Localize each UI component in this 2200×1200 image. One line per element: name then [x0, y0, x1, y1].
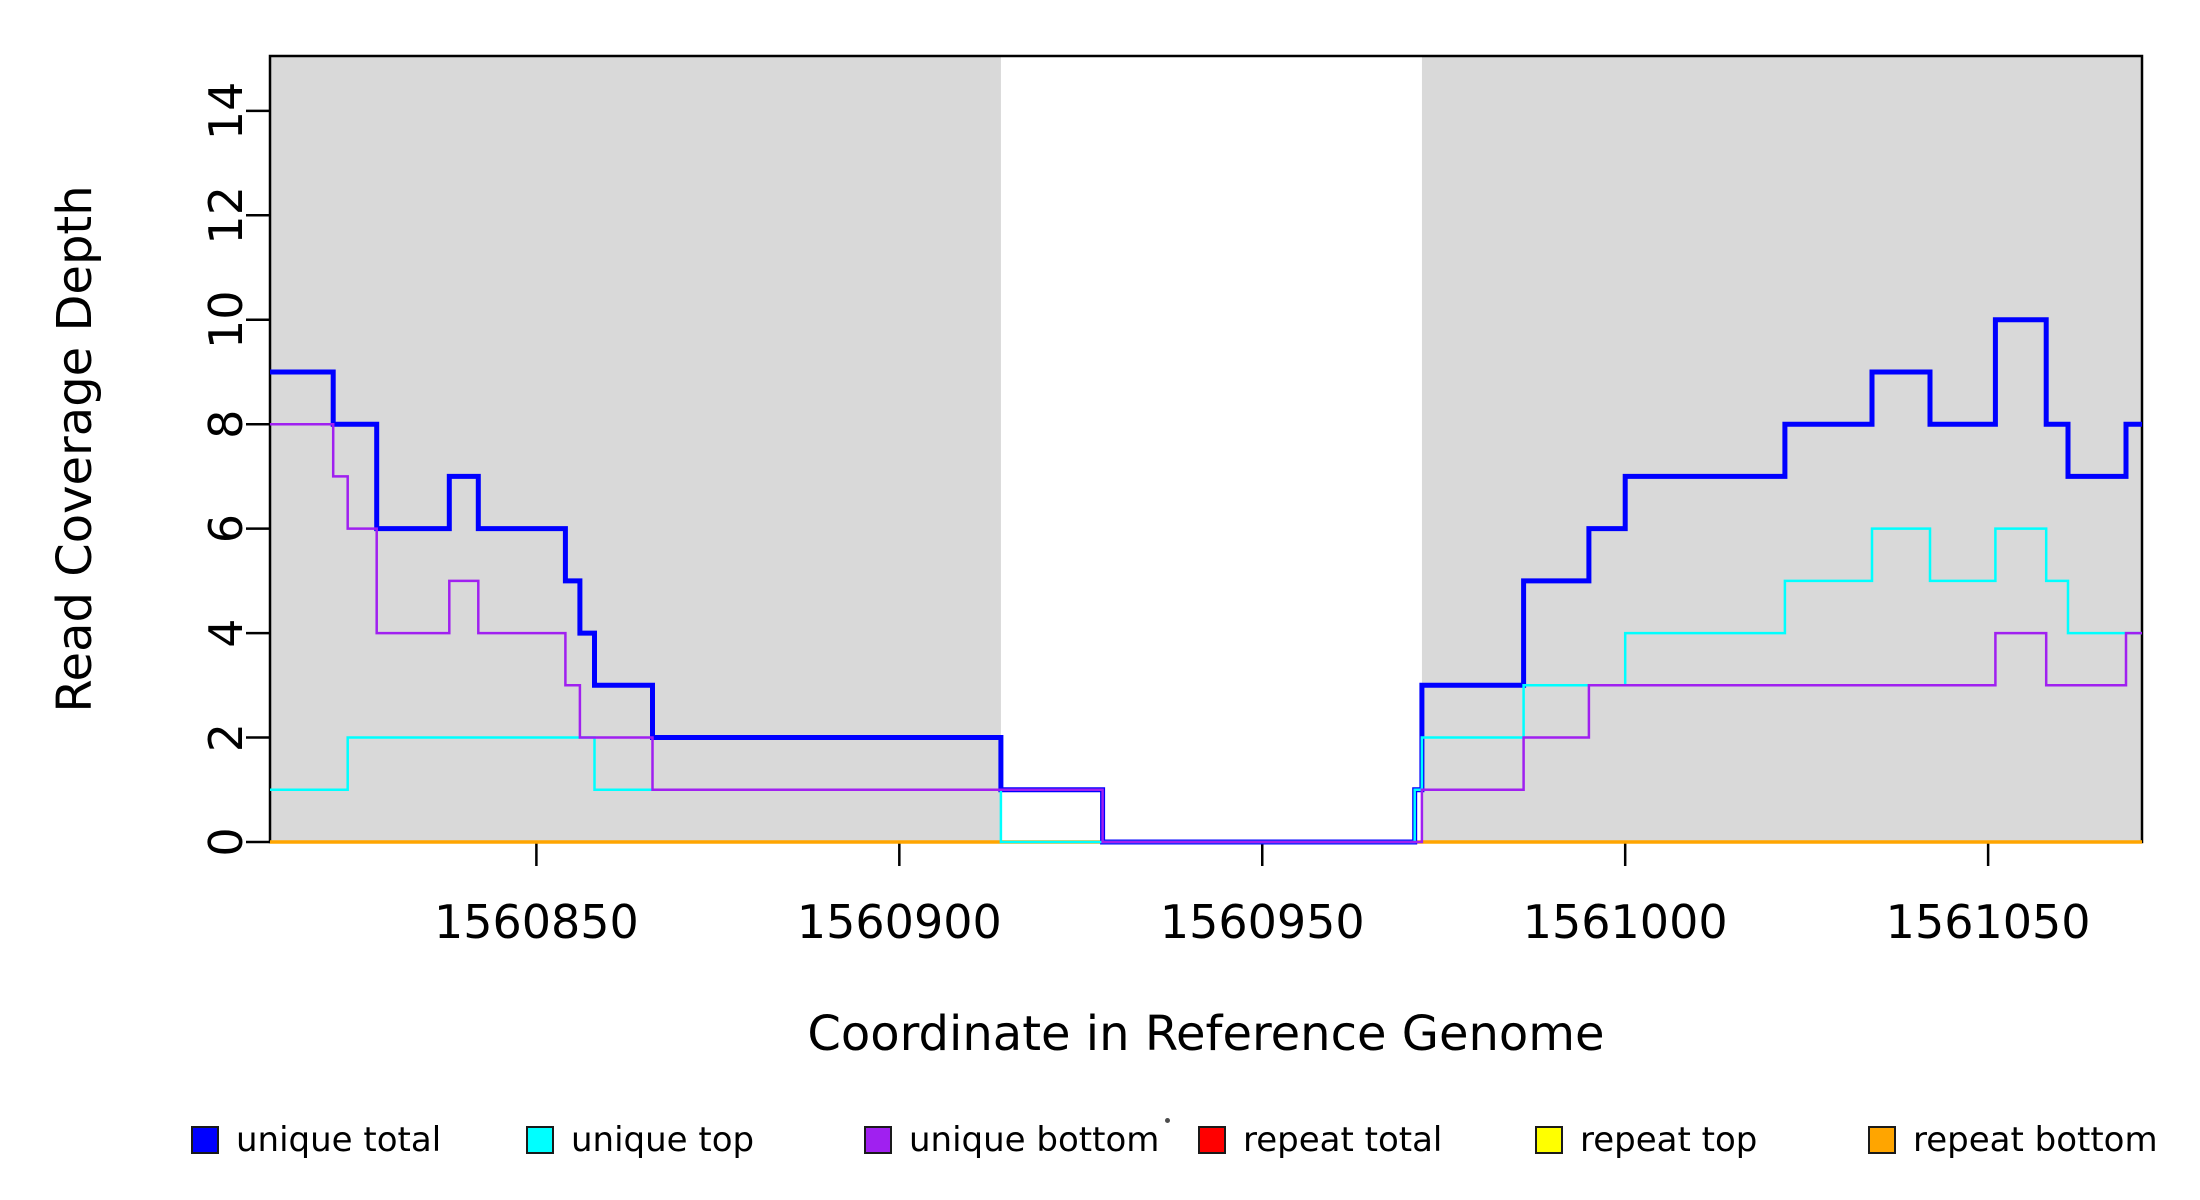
legend-label: repeat bottom: [1913, 1120, 2158, 1160]
legend-item-unique-top: unique top: [526, 1118, 754, 1162]
y-tick-label: 10: [199, 290, 253, 349]
y-tick-label: 0: [199, 827, 253, 856]
x-tick-label: 1560900: [797, 895, 1002, 949]
y-tick-label: 14: [199, 82, 253, 141]
x-tick-label: 1560850: [434, 895, 639, 949]
legend-label: unique bottom: [909, 1120, 1160, 1160]
legend-item-unique-total: unique total: [191, 1118, 441, 1162]
legend-label: unique total: [236, 1120, 442, 1160]
x-tick-label: 1561000: [1523, 895, 1728, 949]
y-axis-title: Read Coverage Depth: [47, 185, 103, 712]
legend-label: repeat total: [1243, 1120, 1443, 1160]
axis-ticks: 1560850 1560900 1560950 1561000 1561050 0 2 4 6 8…: [199, 82, 2091, 949]
legend-label: repeat top: [1580, 1120, 1758, 1160]
shaded-regions: [270, 56, 2142, 842]
plot-legend: unique total unique top unique bottom re…: [0, 1118, 2200, 1168]
legend-item-unique-bottom: unique bottom: [864, 1118, 1159, 1162]
legend-item-repeat-bottom: repeat bottom: [1868, 1118, 2158, 1162]
unique-bottom-swatch-icon: [864, 1126, 892, 1154]
y-tick-label: 4: [199, 618, 253, 647]
stray-dot-artifact: [1165, 1118, 1170, 1123]
series-lines: [270, 317, 2142, 845]
unique-total-swatch-icon: [191, 1126, 219, 1154]
legend-item-repeat-top: repeat top: [1535, 1118, 1757, 1162]
y-tick-label: 2: [199, 723, 253, 752]
x-tick-label: 1561050: [1886, 895, 2091, 949]
repeat-bottom-swatch-icon: [1868, 1126, 1896, 1154]
y-tick-label: 8: [199, 410, 253, 439]
shaded-region-1: [1421, 56, 2142, 842]
repeat-top-swatch-icon: [1535, 1126, 1563, 1154]
y-tick-label: 12: [199, 186, 253, 245]
series-line-unique-bottom: [270, 422, 2142, 844]
repeat-total-swatch-icon: [1198, 1126, 1226, 1154]
unique-top-swatch-icon: [526, 1126, 554, 1154]
legend-item-repeat-total: repeat total: [1198, 1118, 1442, 1162]
y-tick-label: 6: [199, 514, 253, 543]
legend-label: unique top: [571, 1120, 755, 1160]
shaded-region-0: [270, 56, 1001, 842]
x-axis-title: Coordinate in Reference Genome: [807, 1006, 1604, 1062]
x-tick-label: 1560950: [1160, 895, 1365, 949]
